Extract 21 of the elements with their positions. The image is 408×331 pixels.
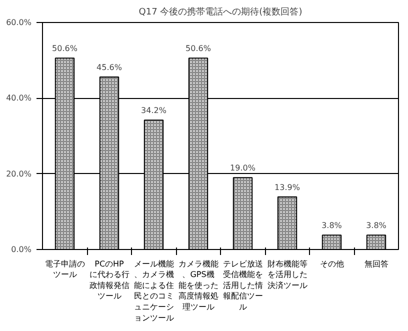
data-label: 34.2% (141, 106, 167, 116)
data-label: 3.8% (366, 221, 387, 230)
y-tick-label: 0.0% (11, 245, 32, 254)
x-tick-label: 無回答 (364, 259, 388, 268)
y-tick-label: 40.0% (6, 94, 32, 103)
data-label: 50.6% (186, 44, 212, 54)
data-label: 19.0% (230, 164, 256, 173)
chart-title: Q17 今後の携帯電話への期待(複数回答) (138, 6, 302, 18)
x-tick-label: PCのHPに代わる行政情報発信ツール (89, 259, 130, 301)
data-label: 45.6% (96, 62, 122, 72)
x-tick-label: 電子申請のツール (44, 259, 85, 280)
y-tick-label: 20.0% (6, 169, 32, 178)
data-label: 13.9% (274, 182, 300, 192)
x-tick-label: メール機能、カメラ機能による住民とのコミュニケーションツール (134, 259, 174, 322)
x-tick-label: 財布機能等を活用した決済ツール (267, 259, 308, 290)
data-label: 50.6% (52, 44, 78, 54)
y-tick-label: 60.0% (6, 18, 32, 27)
x-tick-label: テレビ放送受信機能を活用した情報配信ツール (222, 259, 263, 312)
data-label: 3.8% (322, 221, 342, 230)
x-tick-label: その他 (320, 259, 344, 268)
x-tick-label: カメラ機能、GPS機能を使った高度情報処理ツール (178, 259, 218, 312)
